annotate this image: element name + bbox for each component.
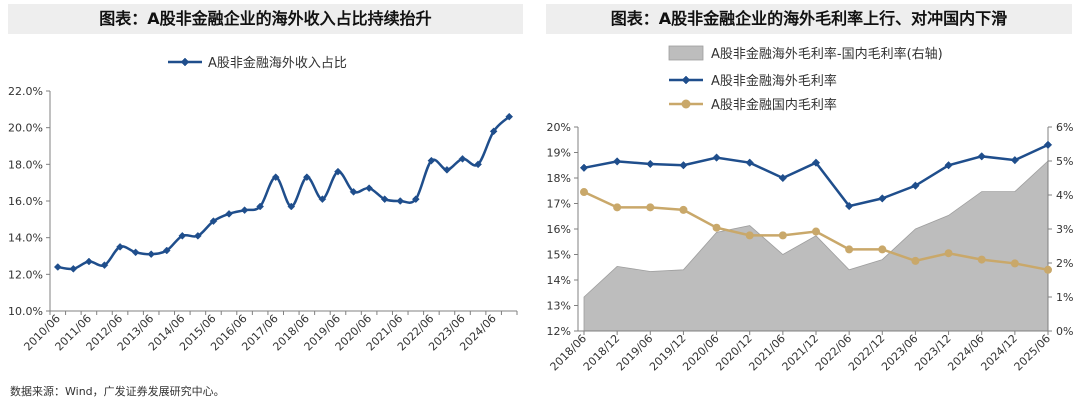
chart-2-y2-tick-label: 3% [1056,223,1073,236]
chart-1-title: 图表：A股非金融企业的海外收入占比持续抬升 [8,4,523,34]
chart-1-y-tick-label: 12.0% [8,268,43,281]
chart-2-overseas-point [977,152,986,161]
chart-1-data-point [69,264,78,273]
chart-2-overseas-point [1010,155,1020,165]
chart-2-y-tick-label: 17% [547,198,571,211]
chart-2-domestic-point [812,227,820,236]
chart-2-y-tick-label: 15% [547,249,571,262]
chart-1-legend-marker [180,57,190,67]
chart-2-domestic-point [580,188,588,197]
chart-1-y-tick-label: 18.0% [8,158,43,171]
chart-2-overseas-point [646,159,655,169]
chart-2-domestic-point [745,231,754,240]
chart-1-y-tick-label: 14.0% [8,232,43,245]
chart-1-y-tick-label: 16.0% [8,195,43,208]
chart-2-overseas-point [811,158,821,167]
chart-1-data-point [505,112,514,121]
chart-1-y-tick-label: 20.0% [8,122,43,135]
chart-1-data-point [240,206,249,215]
chart-1-data-point [100,261,109,270]
chart-1-data-point [116,242,124,251]
chart-1-data-point [334,167,342,176]
chart-2-y-tick-label: 20% [547,121,571,134]
chart-2-overseas-point [878,194,887,203]
chart-2-y2-tick-label: 4% [1056,189,1073,202]
chart-2-overseas-point [911,181,920,190]
chart-2-y2-tick-label: 0% [1056,325,1073,338]
chart-2-legend-swatch-area [668,45,704,61]
chart-1-series-line [57,115,511,271]
chart-1-data-point [302,173,311,182]
chart-1-data-point [443,165,451,174]
chart-2-y-tick-label: 16% [547,223,571,236]
chart-1-data-point [287,202,296,211]
chart-1-data-point [474,160,482,169]
chart-2-domestic-point [613,203,622,212]
chart-2-domestic-point [944,249,953,258]
chart-2-domestic-point [712,223,721,232]
chart-1-data-point [271,173,280,182]
chart-1-y-tick-label: 10.0% [8,305,43,318]
chart-2-overseas-point [579,163,589,172]
chart-2-y-tick-label: 18% [547,172,571,185]
chart-1-data-point [411,195,420,204]
chart-2-y-tick-label: 13% [547,300,571,313]
chart-2-overseas-point [944,161,953,170]
chart-1-data-point [458,154,467,163]
chart-1-data-point [162,246,171,255]
chart-2-legend-marker-overseas [681,75,691,85]
chart-1-data-point [256,202,265,211]
chart-2-x-tick-label: 2025/06 [1012,332,1054,374]
chart-2-overseas-point [778,173,788,183]
chart-1-data-point [53,263,62,271]
chart-2-legend-label-overseas: A股非金融海外毛利率 [711,73,837,89]
chart-1-data-point [85,257,93,266]
chart-1-y-tick-label: 22.0% [8,85,43,98]
chart-2-overseas-point [712,153,721,162]
chart-2-domestic-point [679,205,688,214]
chart-1-data-point [396,197,405,205]
chart-2-y2-tick-label: 5% [1056,155,1073,168]
chart-1-data-point [349,187,358,196]
chart-1-data-point [194,231,202,240]
chart-2-y-tick-label: 19% [547,147,571,160]
chart-2-y2-tick-label: 2% [1056,257,1073,270]
chart-2-area-series [583,160,1049,332]
chart-1-data-point [365,184,373,193]
chart-2-domestic-point [845,245,854,254]
chart-2-domestic-point [1044,265,1052,274]
chart-2-domestic-point [977,255,986,264]
chart-1-data-point [131,248,140,257]
chart-1-data-point [489,127,498,136]
chart-1-data-point [209,217,218,226]
chart-1-data-point [380,195,389,204]
chart-2-y2-tick-label: 6% [1056,121,1073,134]
chart-2-overseas-point [612,157,622,166]
chart-1-data-point [178,231,187,240]
chart-2-domestic-point [1010,259,1019,268]
chart-1-data-point [225,209,233,218]
source-note: 数据来源：Wind，广发证券发展研究中心。 [10,385,225,398]
chart-2-overseas-point [1043,140,1053,150]
chart-2-title: 图表：A股非金融企业的海外毛利率上行、对冲国内下滑 [546,4,1072,34]
chart-2-domestic-point [646,203,655,212]
chart-2-overseas-point [679,161,688,170]
chart-2-legend-marker-domestic [681,99,691,109]
chart-1-data-point [147,250,156,259]
chart-2-domestic-point [911,256,920,265]
chart-1-legend-label: A股非金融海外收入占比 [208,55,347,71]
chart-2-overseas-point [745,158,754,167]
chart-2-domestic-point [778,231,787,240]
chart-2-y2-tick-label: 1% [1056,291,1073,304]
chart-2-legend-label-area: A股非金融海外毛利率-国内毛利率(右轴) [711,46,943,62]
chart-2-legend-label-domestic: A股非金融国内毛利率 [711,97,837,113]
chart-2-y-tick-label: 14% [547,274,571,287]
chart-2-overseas-point [844,201,854,211]
chart-2-domestic-point [878,245,887,254]
chart-2-y-tick-label: 12% [547,325,571,338]
chart-1-data-point [427,156,436,165]
chart-1-data-point [318,195,327,204]
